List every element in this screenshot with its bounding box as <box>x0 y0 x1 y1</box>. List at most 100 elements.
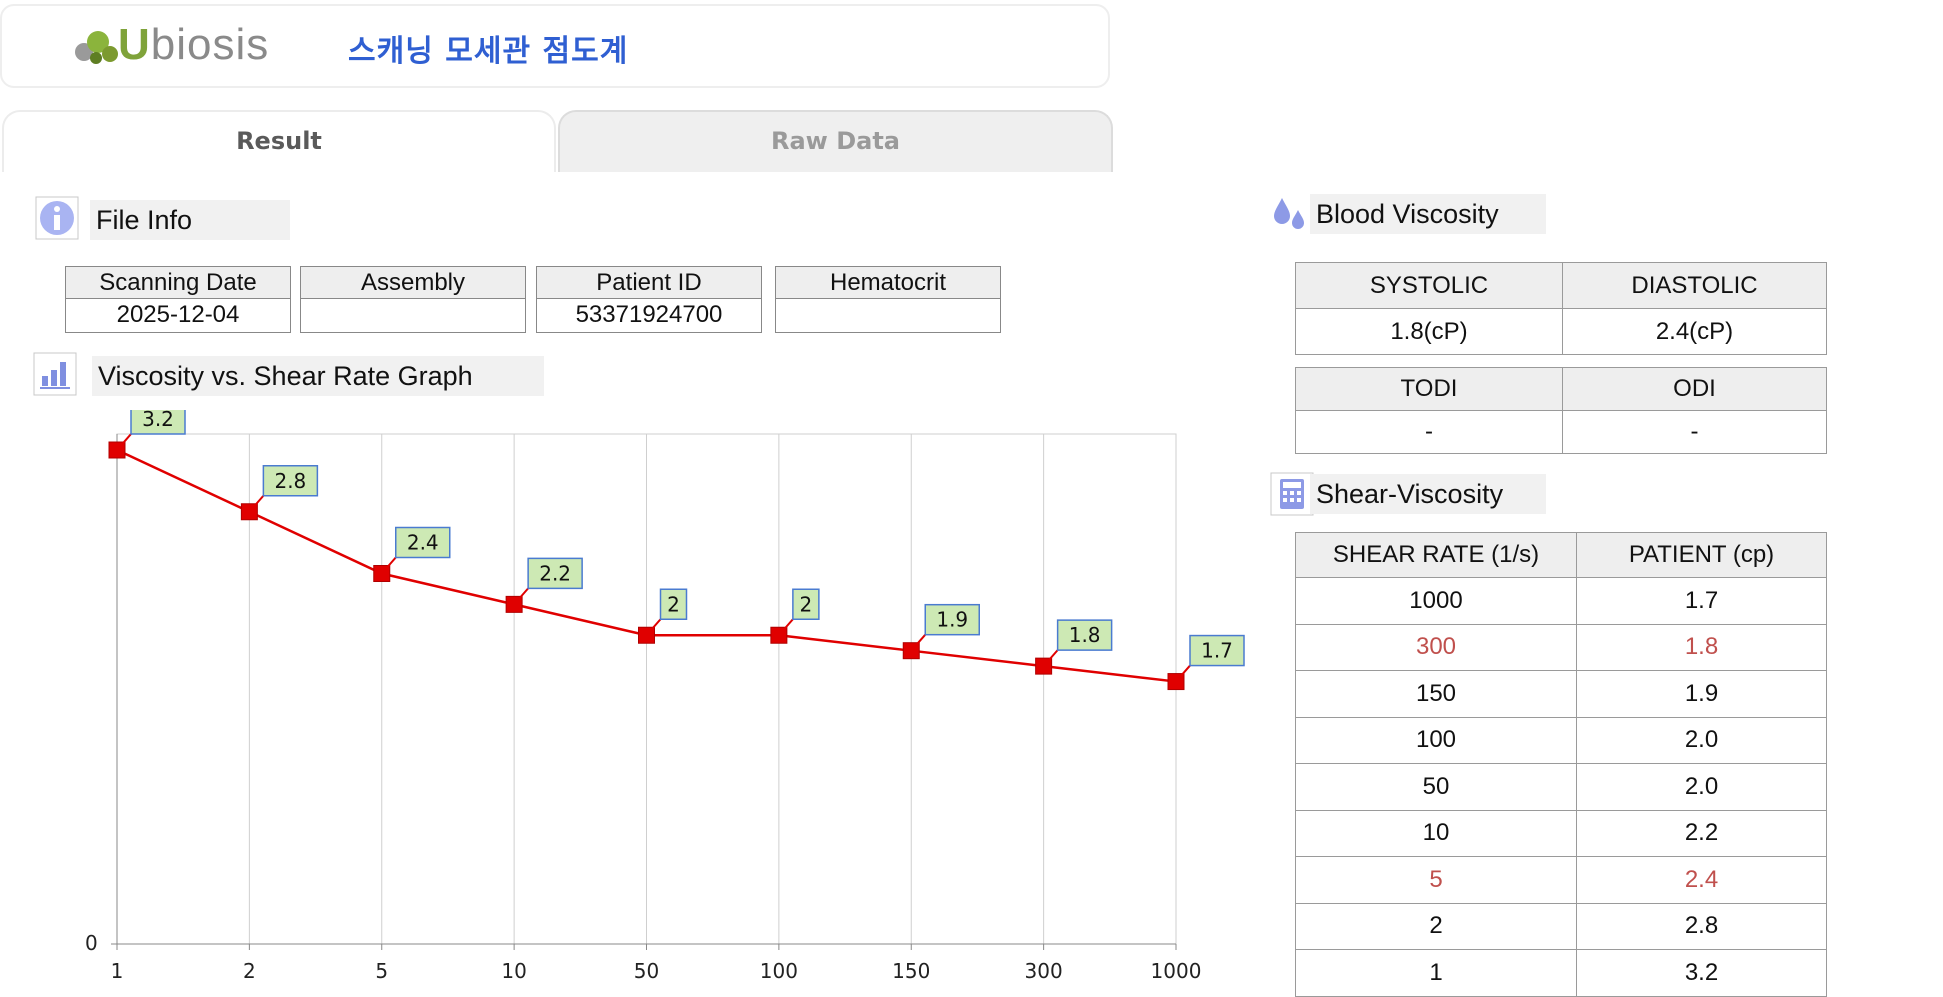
data-label-box <box>792 588 820 620</box>
blood-viscosity-table-2: TODI ODI - - <box>1295 367 1827 454</box>
data-label: 2.4 <box>407 531 439 555</box>
data-label: 3.2 <box>142 410 174 431</box>
col-patient-id: Patient ID <box>536 266 762 299</box>
data-label-box <box>527 557 583 590</box>
shear-rate-cell: 150 <box>1295 670 1577 718</box>
x-tick-label: 100 <box>760 959 798 983</box>
data-label-box <box>130 410 186 435</box>
table-row: 1000 1.7 <box>1295 577 1827 625</box>
x-tick-label: 5 <box>375 959 388 983</box>
label-leader <box>248 495 265 513</box>
label-leader <box>910 634 927 652</box>
value-hematocrit <box>775 299 1001 333</box>
shear-rate-cell: 2 <box>1295 902 1577 950</box>
data-label: 1.7 <box>1201 639 1233 663</box>
value-assembly <box>300 299 526 333</box>
blood-viscosity-title: Blood Viscosity <box>1310 194 1546 234</box>
shear-rate-cell: 1 <box>1295 949 1577 997</box>
patient-cp-cell: 1.8 <box>1576 623 1827 671</box>
bar-chart-icon <box>33 352 77 396</box>
table-row: 1 3.2 <box>1295 949 1827 997</box>
patient-cp-cell: 1.9 <box>1576 670 1827 718</box>
y-tick-label: 0 <box>85 931 98 955</box>
file-info-title: File Info <box>90 200 290 240</box>
x-tick-label: 50 <box>634 959 659 983</box>
col-hematocrit: Hematocrit <box>775 266 1001 299</box>
diastolic-value: 2.4(cP) <box>1562 308 1827 355</box>
odi-header: ODI <box>1562 367 1827 411</box>
data-label: 2 <box>800 592 813 616</box>
col-assembly: Assembly <box>300 266 526 299</box>
todi-header: TODI <box>1295 367 1563 411</box>
shear-rate-cell: 300 <box>1295 623 1577 671</box>
shear-rate-cell: 10 <box>1295 809 1577 857</box>
data-label-box <box>262 465 319 497</box>
graph-title: Viscosity vs. Shear Rate Graph <box>92 356 544 396</box>
table-row: 300 1.8 <box>1295 623 1827 671</box>
systolic-header: SYSTOLIC <box>1295 262 1563 309</box>
shear-rate-cell: 1000 <box>1295 577 1577 625</box>
x-tick-label: 10 <box>501 959 526 983</box>
info-icon <box>35 196 79 240</box>
drop-icon <box>1274 198 1304 229</box>
table-row: 2 2.8 <box>1295 902 1827 950</box>
patient-cp-cell: 3.2 <box>1576 949 1827 997</box>
systolic-value: 1.8(cP) <box>1295 308 1563 355</box>
table-row: 150 1.9 <box>1295 670 1827 718</box>
patient-cp-cell: 2.0 <box>1576 763 1827 811</box>
x-tick-label: 1000 <box>1151 959 1202 983</box>
value-scanning-date: 2025-12-04 <box>65 299 291 333</box>
x-tick-label: 300 <box>1025 959 1063 983</box>
data-label: 1.9 <box>936 608 968 632</box>
viscosity-chart: 01 2 5 10 50 100 150 300 1000 3.2 2.8 2.4 2.2 2 2 1.9 1.… <box>85 410 1245 983</box>
todi-value: - <box>1295 410 1563 454</box>
patient-cp-cell: 2.0 <box>1576 716 1827 764</box>
patient-cp-cell: 2.8 <box>1576 902 1827 950</box>
table-row: 100 2.0 <box>1295 716 1827 764</box>
label-leader <box>1042 649 1059 667</box>
data-label: 2.8 <box>274 469 306 493</box>
odi-value: - <box>1562 410 1827 454</box>
data-label-box <box>1189 634 1245 667</box>
data-label: 2.2 <box>539 561 571 585</box>
shear-rate-header: SHEAR RATE (1/s) <box>1295 532 1577 578</box>
shear-viscosity-title: Shear-Viscosity <box>1310 474 1546 514</box>
patient-cp-cell: 2.4 <box>1576 856 1827 904</box>
blood-viscosity-table-1: SYSTOLIC DIASTOLIC 1.8(cP) 2.4(cP) <box>1295 262 1827 355</box>
diastolic-header: DIASTOLIC <box>1562 262 1827 309</box>
data-label-box <box>659 588 688 620</box>
table-row: 50 2.0 <box>1295 763 1827 811</box>
app-title: 스캐닝 모세관 점도계 <box>348 34 629 69</box>
data-label: 1.8 <box>1069 623 1101 647</box>
patient-cp-cell: 1.7 <box>1576 577 1827 625</box>
app-header <box>0 4 1110 88</box>
table-row: 5 2.4 <box>1295 856 1827 904</box>
shear-viscosity-table: SHEAR RATE (1/s) PATIENT (cp) 1000 1.7 300… <box>1295 532 1827 997</box>
label-leader <box>380 556 397 575</box>
label-leader <box>1175 664 1191 683</box>
x-tick-label: 150 <box>892 959 930 983</box>
patient-header: PATIENT (cp) <box>1576 532 1827 578</box>
shear-rate-cell: 50 <box>1295 763 1577 811</box>
label-leader <box>116 433 132 451</box>
shear-rate-cell: 100 <box>1295 716 1577 764</box>
col-scanning-date: Scanning Date <box>65 266 291 299</box>
patient-cp-cell: 2.2 <box>1576 809 1827 857</box>
calculator-icon <box>1270 472 1314 516</box>
table-row: 10 2.2 <box>1295 809 1827 857</box>
label-leader <box>778 618 794 636</box>
x-tick-label: 2 <box>243 959 256 983</box>
brand-logo: Ubiosis <box>118 20 270 69</box>
data-label-box <box>1056 619 1113 651</box>
tab-raw-data[interactable]: Raw Data <box>558 110 1113 172</box>
value-patient-id: 53371924700 <box>536 299 762 333</box>
label-leader <box>513 587 529 606</box>
tab-result[interactable]: Result <box>2 110 556 172</box>
ubiosis-logo-icon <box>75 31 118 64</box>
data-label-box <box>924 603 980 636</box>
label-leader <box>645 618 662 636</box>
x-tick-label: 1 <box>111 959 124 983</box>
data-label: 2 <box>667 592 680 616</box>
shear-rate-cell: 5 <box>1295 856 1577 904</box>
data-label-box <box>395 526 451 559</box>
